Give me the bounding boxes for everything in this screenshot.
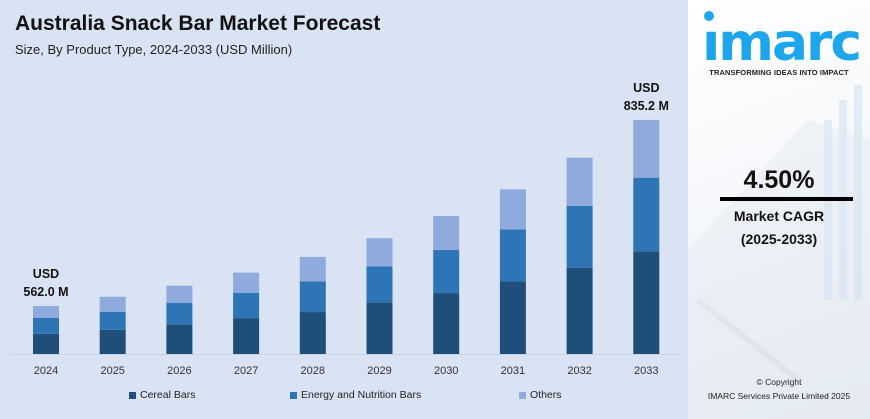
- legend-swatch: [129, 391, 136, 399]
- bar-energy-and-nutrition-bars-2027: [233, 292, 260, 319]
- copyright-line-1: © Copyright: [756, 377, 802, 387]
- legend-label: Cereal Bars: [140, 389, 196, 401]
- legend-item-energy-nutrition-bars: Energy and Nutrition Bars: [290, 389, 421, 401]
- x-tick-label: 2025: [100, 365, 124, 377]
- chart-panel: 2024 USD 562.0 M 2025 2026 2027 2028 2029 2030 20…: [10, 12, 680, 401]
- bar-cereal-bars-2029: [366, 302, 393, 354]
- legend-swatch: [290, 391, 297, 399]
- bar-cereal-bars-2028: [299, 312, 326, 354]
- x-tick-label: 2024: [34, 365, 58, 377]
- logo-tagline: TRANSFORMING IDEAS INTO IMPACT: [709, 68, 849, 77]
- side-panel: ımarc TRANSFORMING IDEAS INTO IMPACT 4.5…: [688, 0, 870, 419]
- bar-cereal-bars-2030: [433, 293, 460, 354]
- copyright-line-2: IMARC Services Private Limited 2025: [707, 391, 851, 401]
- bar-others-2031: [499, 189, 526, 230]
- bar-energy-and-nutrition-bars-2032: [566, 205, 593, 268]
- bar-others-2025: [99, 296, 126, 312]
- chart-title: Australia Snack Bar Market Forecast: [15, 12, 381, 35]
- bar-others-2024: [33, 306, 59, 318]
- x-tick-label: 2027: [234, 365, 258, 377]
- svg-text:ımarc: ımarc: [702, 13, 860, 66]
- imarc-logo: ımarc: [702, 11, 862, 66]
- total-annotation: USD: [633, 81, 659, 95]
- x-tick-label: 2030: [434, 365, 458, 377]
- bar-energy-and-nutrition-bars-2033: [633, 177, 660, 252]
- bar-chart: 2024 USD 562.0 M 2025 2026 2027 2028 2029 2030 20…: [10, 81, 680, 377]
- x-tick-label: 2033: [634, 365, 658, 377]
- cagr-label: Market CAGR: [733, 208, 825, 224]
- bar-energy-and-nutrition-bars-2026: [166, 303, 193, 325]
- bar-others-2029: [366, 238, 393, 267]
- bar-others-2028: [299, 256, 326, 282]
- total-annotation: USD: [33, 267, 59, 281]
- cagr-period: (2025-2033): [740, 231, 818, 247]
- legend-swatch: [519, 391, 526, 399]
- bar-energy-and-nutrition-bars-2025: [99, 311, 126, 330]
- bar-others-2026: [166, 285, 193, 304]
- bar-others-2033: [633, 119, 660, 178]
- bar-cereal-bars-2026: [166, 324, 193, 354]
- bar-energy-and-nutrition-bars-2028: [299, 281, 326, 313]
- x-tick-label: 2031: [501, 365, 525, 377]
- legend-label: Energy and Nutrition Bars: [301, 389, 422, 401]
- bar-cereal-bars-2033: [633, 251, 660, 354]
- bar-energy-and-nutrition-bars-2029: [366, 266, 393, 303]
- bar-cereal-bars-2025: [99, 329, 126, 354]
- x-tick-label: 2032: [567, 365, 591, 377]
- bar-others-2030: [433, 215, 460, 250]
- chart-subtitle: Size, By Product Type, 2024-2033 (USD Mi…: [15, 42, 293, 57]
- legend-item-cereal-bars: Cereal Bars: [129, 389, 195, 401]
- x-tick-label: 2026: [167, 365, 191, 377]
- bar-cereal-bars-2032: [566, 267, 593, 354]
- bar-cereal-bars-2027: [233, 318, 260, 354]
- cagr-divider: [720, 197, 853, 201]
- bar-energy-and-nutrition-bars-2030: [433, 249, 460, 294]
- bar-cereal-bars-2031: [499, 281, 526, 354]
- legend-item-others: Others: [519, 389, 562, 401]
- x-tick-label: 2029: [367, 365, 391, 377]
- bar-cereal-bars-2024: [33, 333, 59, 354]
- bar-energy-and-nutrition-bars-2031: [499, 229, 526, 282]
- x-tick-label: 2028: [301, 365, 325, 377]
- bar-others-2027: [233, 272, 260, 293]
- total-annotation: 835.2 M: [624, 99, 669, 113]
- bar-others-2032: [566, 157, 593, 206]
- background-chart-graphic: [688, 85, 870, 419]
- cagr-value: 4.50%: [743, 166, 815, 194]
- total-annotation: 562.0 M: [23, 285, 68, 299]
- bar-energy-and-nutrition-bars-2024: [33, 317, 59, 334]
- legend-label: Others: [530, 389, 562, 401]
